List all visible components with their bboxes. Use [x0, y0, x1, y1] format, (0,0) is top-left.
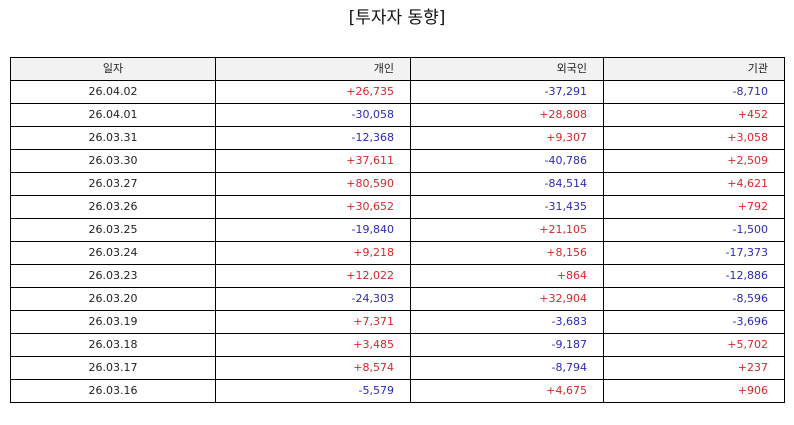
cell-individual: +9,218	[215, 241, 411, 265]
cell-foreign: +8,156	[410, 241, 604, 265]
cell-individual: +3,485	[215, 333, 411, 357]
cell-institution: -3,696	[603, 310, 785, 334]
table-row: 26.03.23 +12,022 +864 -12,886	[10, 264, 785, 288]
cell-date: 26.03.25	[10, 218, 216, 242]
cell-date: 26.03.27	[10, 172, 216, 196]
table-body: 26.04.02 +26,735 -37,291 -8,710 26.04.01 -30,…	[10, 80, 785, 403]
table-row: 26.03.30 +37,611 -40,786 +2,509	[10, 149, 785, 173]
cell-individual: +37,611	[215, 149, 411, 173]
cell-individual: +8,574	[215, 356, 411, 380]
table-row: 26.03.20 -24,303 +32,904 -8,596	[10, 287, 785, 311]
cell-date: 26.03.18	[10, 333, 216, 357]
cell-institution: +4,621	[603, 172, 785, 196]
cell-individual: +7,371	[215, 310, 411, 334]
cell-foreign: -9,187	[410, 333, 604, 357]
cell-foreign: -37,291	[410, 80, 604, 104]
cell-date: 26.03.17	[10, 356, 216, 380]
table-row: 26.03.18 +3,485 -9,187 +5,702	[10, 333, 785, 357]
table-row: 26.04.02 +26,735 -37,291 -8,710	[10, 80, 785, 104]
column-header-individual: 개인	[215, 57, 411, 81]
cell-foreign: +4,675	[410, 379, 604, 403]
table-row: 26.03.19 +7,371 -3,683 -3,696	[10, 310, 785, 334]
cell-foreign: -8,794	[410, 356, 604, 380]
cell-foreign: +28,808	[410, 103, 604, 127]
investor-trend-table: 일자 개인 외국인 기관 26.04.02 +26,735 -37,291 -8,71…	[10, 57, 785, 403]
cell-individual: -30,058	[215, 103, 411, 127]
table-row: 26.03.27 +80,590 -84,514 +4,621	[10, 172, 785, 196]
cell-foreign: -3,683	[410, 310, 604, 334]
cell-institution: +906	[603, 379, 785, 403]
cell-individual: +26,735	[215, 80, 411, 104]
cell-date: 26.03.31	[10, 126, 216, 150]
cell-institution: +2,509	[603, 149, 785, 173]
cell-institution: -8,710	[603, 80, 785, 104]
cell-individual: +80,590	[215, 172, 411, 196]
cell-institution: -12,886	[603, 264, 785, 288]
cell-institution: +5,702	[603, 333, 785, 357]
cell-institution: +452	[603, 103, 785, 127]
cell-date: 26.03.26	[10, 195, 216, 219]
cell-individual: -12,368	[215, 126, 411, 150]
cell-institution: +3,058	[603, 126, 785, 150]
table-row: 26.03.24 +9,218 +8,156 -17,373	[10, 241, 785, 265]
cell-foreign: +32,904	[410, 287, 604, 311]
cell-individual: +30,652	[215, 195, 411, 219]
cell-individual: -24,303	[215, 287, 411, 311]
column-header-foreign: 외국인	[410, 57, 604, 81]
cell-foreign: -40,786	[410, 149, 604, 173]
table-row: 26.03.26 +30,652 -31,435 +792	[10, 195, 785, 219]
cell-date: 26.03.30	[10, 149, 216, 173]
cell-date: 26.03.19	[10, 310, 216, 334]
cell-individual: -19,840	[215, 218, 411, 242]
table-row: 26.03.17 +8,574 -8,794 +237	[10, 356, 785, 380]
table-row: 26.04.01 -30,058 +28,808 +452	[10, 103, 785, 127]
cell-individual: +12,022	[215, 264, 411, 288]
cell-institution: +237	[603, 356, 785, 380]
cell-date: 26.03.23	[10, 264, 216, 288]
cell-date: 26.03.16	[10, 379, 216, 403]
cell-foreign: -84,514	[410, 172, 604, 196]
cell-foreign: -31,435	[410, 195, 604, 219]
cell-individual: -5,579	[215, 379, 411, 403]
cell-institution: -8,596	[603, 287, 785, 311]
table-row: 26.03.31 -12,368 +9,307 +3,058	[10, 126, 785, 150]
cell-institution: -17,373	[603, 241, 785, 265]
table-row: 26.03.25 -19,840 +21,105 -1,500	[10, 218, 785, 242]
cell-institution: +792	[603, 195, 785, 219]
cell-date: 26.03.20	[10, 287, 216, 311]
cell-date: 26.04.02	[10, 80, 216, 104]
cell-institution: -1,500	[603, 218, 785, 242]
table-row: 26.03.16 -5,579 +4,675 +906	[10, 379, 785, 403]
cell-foreign: +864	[410, 264, 604, 288]
cell-date: 26.04.01	[10, 103, 216, 127]
column-header-date: 일자	[10, 57, 216, 81]
page-title: [투자자 동향]	[348, 8, 446, 28]
cell-foreign: +21,105	[410, 218, 604, 242]
cell-foreign: +9,307	[410, 126, 604, 150]
cell-date: 26.03.24	[10, 241, 216, 265]
table-header-row: 일자 개인 외국인 기관	[10, 57, 785, 81]
column-header-institution: 기관	[603, 57, 785, 81]
